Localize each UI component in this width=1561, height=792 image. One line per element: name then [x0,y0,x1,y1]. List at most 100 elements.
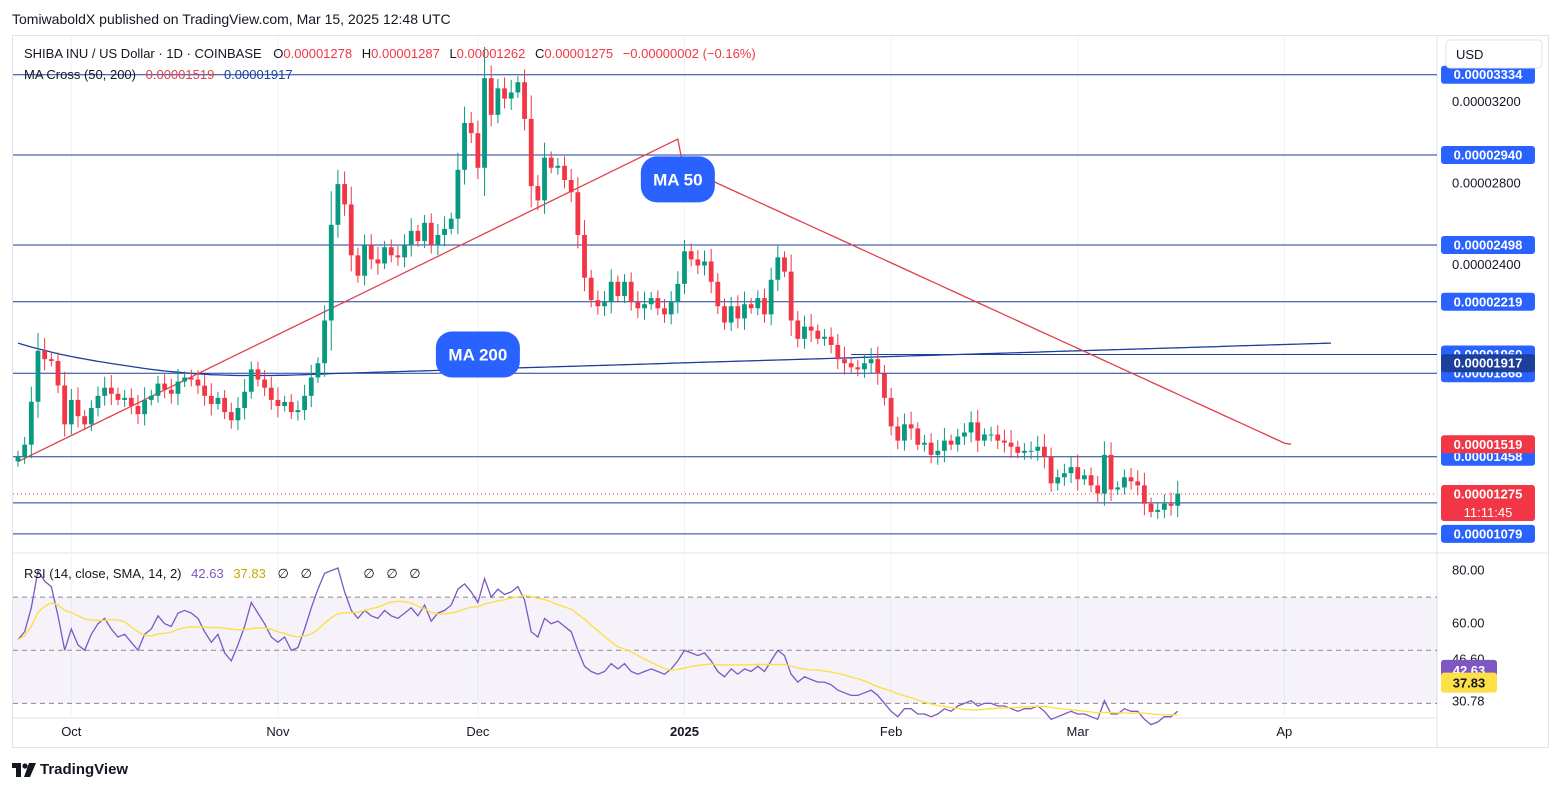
candle-body-41 [288,401,294,413]
candle-body-66 [455,169,461,219]
candle-body-38 [268,387,274,400]
candle-body-150 [1015,446,1021,453]
candle-body-130 [882,373,887,398]
candle-body-80 [548,157,554,168]
level-tag-7-label: 0.00001079 [1454,526,1523,541]
candle-body-103 [702,261,707,266]
candle-body-56 [388,247,394,256]
level-tag-0-bg [1441,65,1535,84]
candle-body-149 [1008,442,1014,447]
legend-o-value: 0.00001278 [283,46,352,61]
candle-body-174 [1175,493,1181,506]
candle-body-27 [195,379,201,386]
candle-body-37 [262,379,268,388]
x-tick-4: Feb [880,724,902,739]
candle-body-64 [442,228,447,235]
currency-button[interactable]: USD [1445,39,1543,69]
candle-body-140 [948,440,954,445]
candle-body-104 [708,261,714,282]
chart-frame [12,35,1549,748]
horizontal-levels [13,74,1437,535]
candle-body-154 [1042,446,1047,457]
candle-body-74 [508,92,514,99]
extra-tag-1-bg [1441,354,1535,373]
y-tick-0: 0.00003200 [1452,94,1521,109]
candle-body-6 [55,361,61,386]
candle-body-160 [1082,475,1087,480]
tradingview-logo-icon [12,762,36,777]
candle-body-25 [182,377,188,382]
candle-body-135 [915,428,921,445]
rsi-legend[interactable]: RSI (14, close, SMA, 14, 2) 42.63 37.83 … [24,566,421,581]
ma50-line [17,138,1292,463]
x-tick-5: Mar [1067,724,1090,739]
candle-body-155 [1048,456,1054,484]
candle-body-93 [635,302,641,309]
candle-body-119 [808,326,814,331]
candle-body-95 [648,298,654,305]
candle-body-86 [588,277,594,301]
level-tag-3-label: 0.00002219 [1454,294,1523,309]
rsi-extra-1: ∅ [277,566,288,581]
candle-body-46 [322,320,327,364]
candle-body-40 [282,401,287,407]
candle-body-152 [1028,450,1034,452]
candle-body-26 [188,377,194,380]
candle-body-7 [62,385,68,425]
legend-line-2[interactable]: MA Cross (50, 200) 0.00001519 0.00001917 [24,67,293,82]
candle-body-143 [968,422,974,433]
candle-body-39 [275,399,281,407]
candle-body-75 [515,82,521,93]
candle-body-22 [162,383,168,390]
candle-body-45 [315,363,321,378]
candle-body-2 [28,401,34,445]
legend-line-1[interactable]: SHIBA INU / US Dollar · 1D · COINBASE O0… [24,46,756,61]
tradingview-footer[interactable]: TradingView [12,761,128,778]
candle-body-43 [302,395,307,411]
y-tick-1: 0.00002800 [1452,175,1521,190]
candle-body-114 [775,257,781,280]
candle-body-120 [815,330,821,339]
candle-body-126 [855,367,861,370]
annotation-text-1: MA 200 [448,345,507,364]
annotation-badges: MA 50 MA 200 [435,156,715,378]
candle-body-0 [15,456,21,462]
candle-body-115 [782,257,787,272]
rsi-extra-2: ∅ [300,566,311,581]
extra-tag-2-label: 0.00001519 [1454,437,1523,452]
current-price-countdown: 11:11:45 [1464,505,1513,520]
candle-body-24 [175,381,181,394]
candle-body-71 [488,78,494,115]
candle-body-65 [448,218,454,229]
candle-body-169 [1141,485,1147,504]
candle-body-100 [682,251,687,284]
y-tick-2: 0.00002400 [1452,257,1521,272]
candle-body-141 [955,436,961,445]
candle-body-60 [415,230,421,242]
candle-body-42 [295,410,301,413]
x-tick-2: Dec [466,724,490,739]
candle-body-63 [435,234,441,246]
candle-body-8 [68,399,74,425]
candle-body-91 [622,281,627,297]
price-axis[interactable]: 0.00003200 0.00002800 0.00002400 0.00003334… [1441,65,1535,709]
candle-body-31 [222,397,228,413]
candle-body-156 [1055,477,1061,484]
candle-body-164 [1108,454,1114,490]
candle-body-13 [102,387,108,396]
candle-body-112 [762,298,767,315]
candle-body-67 [462,122,467,170]
candle-body-99 [675,283,681,303]
candle-body-77 [528,118,534,187]
candle-body-4 [42,350,48,360]
x-tick-3: 2025 [670,724,699,739]
candle-body-108 [735,306,741,319]
time-axis[interactable]: Oct Nov Dec 2025 Feb Mar Ap [61,724,1292,739]
legend-symbol: SHIBA INU / US Dollar · 1D · COINBASE [24,46,262,61]
candle-body-107 [728,306,734,323]
candle-body-33 [235,408,241,421]
candle-body-109 [742,304,747,319]
candle-body-122 [828,336,834,345]
currency-label: USD [1456,47,1483,62]
